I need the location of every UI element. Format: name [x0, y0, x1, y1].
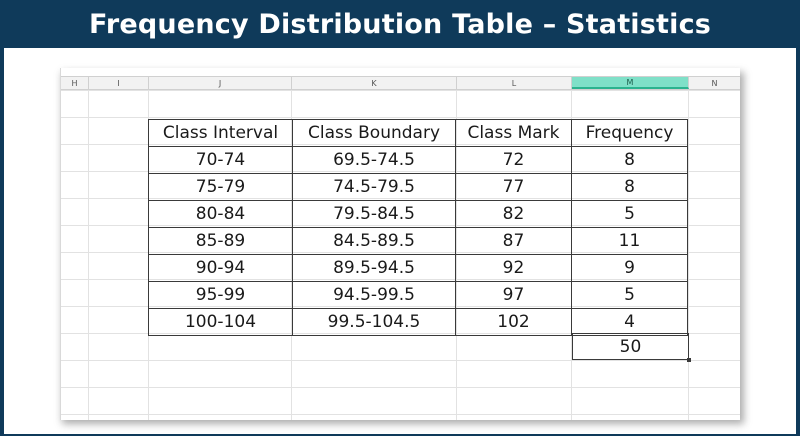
column-header-n[interactable]: N [689, 77, 740, 89]
header-class-boundary[interactable]: Class Boundary [292, 119, 456, 147]
banner-title: Frequency Distribution Table – Statistic… [88, 8, 712, 40]
table-cell[interactable]: 75-79 [148, 173, 293, 201]
table-cell[interactable]: 8 [571, 146, 688, 174]
grid-line [61, 90, 740, 91]
table-cell[interactable]: 95-99 [148, 281, 293, 309]
table-cell[interactable]: 84.5-89.5 [292, 227, 456, 255]
grid-line [61, 360, 740, 361]
table-header-row: Class Interval Class Boundary Class Mark… [148, 119, 688, 147]
column-header-h[interactable]: H [61, 77, 89, 89]
table-row: 80-84 79.5-84.5 82 5 [148, 200, 688, 228]
frequency-table: Class Interval Class Boundary Class Mark… [148, 119, 688, 336]
table-cell[interactable]: 72 [455, 146, 572, 174]
table-cell[interactable]: 90-94 [148, 254, 293, 282]
column-header-m[interactable]: M [572, 77, 689, 89]
column-header-i[interactable]: I [89, 77, 149, 89]
table-cell[interactable]: 102 [455, 308, 572, 336]
table-cell[interactable]: 70-74 [148, 146, 293, 174]
grid-line [61, 117, 740, 118]
grid-line [688, 90, 689, 420]
table-cell[interactable]: 11 [571, 227, 688, 255]
column-header-k[interactable]: K [292, 77, 457, 89]
grid-line [61, 387, 740, 388]
table-cell[interactable]: 5 [571, 200, 688, 228]
column-header-l[interactable]: L [457, 77, 572, 89]
table-row: 85-89 84.5-89.5 87 11 [148, 227, 688, 255]
table-cell[interactable]: 85-89 [148, 227, 293, 255]
table-cell[interactable]: 8 [571, 173, 688, 201]
table-cell[interactable]: 5 [571, 281, 688, 309]
table-cell[interactable]: 74.5-79.5 [292, 173, 456, 201]
table-cell[interactable]: 77 [455, 173, 572, 201]
table-cell[interactable]: 92 [455, 254, 572, 282]
table-row: 75-79 74.5-79.5 77 8 [148, 173, 688, 201]
table-row: 100-104 99.5-104.5 102 4 [148, 308, 688, 336]
column-header-j[interactable]: J [149, 77, 292, 89]
table-cell[interactable]: 100-104 [148, 308, 293, 336]
table-row: 70-74 69.5-74.5 72 8 [148, 146, 688, 174]
table-cell[interactable]: 89.5-94.5 [292, 254, 456, 282]
table-body: 70-74 69.5-74.5 72 8 75-79 74.5-79.5 77 8 80-84 7… [148, 146, 688, 336]
table-row: 90-94 89.5-94.5 92 9 [148, 254, 688, 282]
header-class-mark[interactable]: Class Mark [455, 119, 572, 147]
table-cell[interactable]: 99.5-104.5 [292, 308, 456, 336]
table-cell[interactable]: 87 [455, 227, 572, 255]
header-frequency[interactable]: Frequency [571, 119, 688, 147]
table-cell[interactable]: 97 [455, 281, 572, 309]
table-cell[interactable]: 4 [571, 308, 688, 336]
frequency-total-cell[interactable]: 50 [572, 333, 691, 362]
table-cell[interactable]: 82 [455, 200, 572, 228]
grid-line [61, 414, 740, 415]
table-row: 95-99 94.5-99.5 97 5 [148, 281, 688, 309]
title-banner: Frequency Distribution Table – Statistic… [0, 0, 800, 48]
table-cell[interactable]: 69.5-74.5 [292, 146, 456, 174]
header-class-interval[interactable]: Class Interval [148, 119, 293, 147]
table-cell[interactable]: 9 [571, 254, 688, 282]
table-cell[interactable]: 94.5-99.5 [292, 281, 456, 309]
table-cell[interactable]: 79.5-84.5 [292, 200, 456, 228]
table-cell[interactable]: 80-84 [148, 200, 293, 228]
grid-line [88, 90, 89, 420]
